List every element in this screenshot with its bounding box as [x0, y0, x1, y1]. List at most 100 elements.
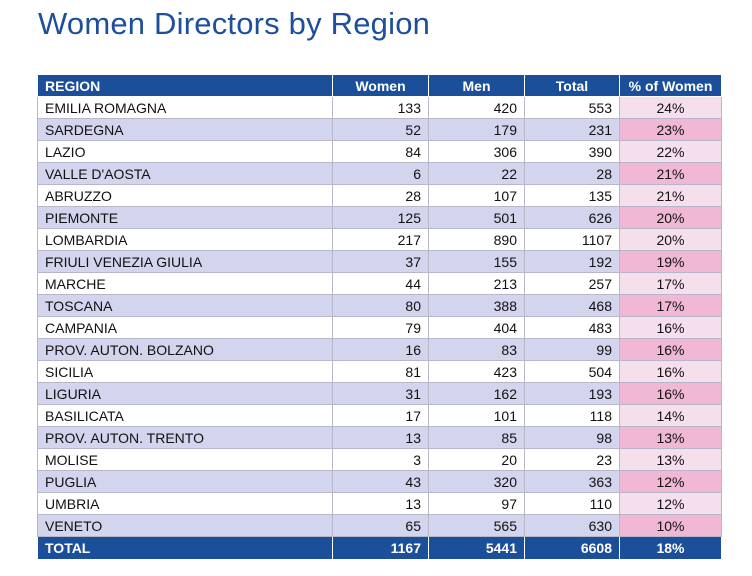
men-cell: 22 — [428, 162, 525, 185]
region-cell: PIEMONTE — [37, 206, 333, 229]
table-row: BASILICATA 17 101 118 14% — [37, 404, 722, 427]
women-cell: 133 — [332, 96, 429, 119]
women-cell: 3 — [332, 448, 429, 471]
table-row: TOSCANA 80 388 468 17% — [37, 294, 722, 317]
region-cell: MOLISE — [37, 448, 333, 471]
men-cell: 162 — [428, 382, 525, 405]
pct-women-cell: 20% — [619, 206, 722, 229]
men-cell: 213 — [428, 272, 525, 295]
pct-women-cell: 12% — [619, 492, 722, 515]
total-cell: 257 — [524, 272, 620, 295]
table-row: CAMPANIA 79 404 483 16% — [37, 316, 722, 339]
men-cell: 388 — [428, 294, 525, 317]
region-cell: VENETO — [37, 514, 333, 537]
men-cell: 320 — [428, 470, 525, 493]
table-row: SICILIA 81 423 504 16% — [37, 360, 722, 383]
total-cell: 553 — [524, 96, 620, 119]
table-row: PROV. AUTON. TRENTO 13 85 98 13% — [37, 426, 722, 449]
men-cell: 306 — [428, 140, 525, 163]
column-header-women: Women — [332, 74, 429, 97]
pct-women-cell: 10% — [619, 514, 722, 537]
table-row: VENETO 65 565 630 10% — [37, 514, 722, 537]
total-women: 1167 — [332, 536, 429, 560]
region-cell: TOSCANA — [37, 294, 333, 317]
total-men: 5441 — [428, 536, 525, 560]
column-header-pct-women: % of Women — [619, 74, 722, 97]
total-pct-women: 18% — [619, 536, 722, 560]
region-cell: LAZIO — [37, 140, 333, 163]
table-row: SARDEGNA 52 179 231 23% — [37, 118, 722, 141]
women-cell: 125 — [332, 206, 429, 229]
region-cell: EMILIA ROMAGNA — [37, 96, 333, 119]
total-cell: 135 — [524, 184, 620, 207]
total-row: TOTAL 1167 5441 6608 18% — [37, 536, 722, 560]
women-cell: 43 — [332, 470, 429, 493]
table-row: FRIULI VENEZIA GIULIA 37 155 192 19% — [37, 250, 722, 273]
total-cell: 28 — [524, 162, 620, 185]
total-cell: 99 — [524, 338, 620, 361]
region-cell: MARCHE — [37, 272, 333, 295]
total-cell: 23 — [524, 448, 620, 471]
women-cell: 16 — [332, 338, 429, 361]
pct-women-cell: 17% — [619, 272, 722, 295]
pct-women-cell: 13% — [619, 448, 722, 471]
women-cell: 65 — [332, 514, 429, 537]
men-cell: 83 — [428, 338, 525, 361]
table-row: EMILIA ROMAGNA 133 420 553 24% — [37, 96, 722, 119]
column-header-total: Total — [524, 74, 620, 97]
column-header-region: REGION — [37, 74, 333, 97]
total-cell: 110 — [524, 492, 620, 515]
total-all: 6608 — [524, 536, 620, 560]
women-cell: 28 — [332, 184, 429, 207]
page-title: Women Directors by Region — [38, 6, 431, 41]
men-cell: 107 — [428, 184, 525, 207]
total-cell: 231 — [524, 118, 620, 141]
men-cell: 423 — [428, 360, 525, 383]
table-row: PROV. AUTON. BOLZANO 16 83 99 16% — [37, 338, 722, 361]
women-cell: 6 — [332, 162, 429, 185]
table-row: PUGLIA 43 320 363 12% — [37, 470, 722, 493]
total-cell: 363 — [524, 470, 620, 493]
women-cell: 80 — [332, 294, 429, 317]
women-cell: 79 — [332, 316, 429, 339]
region-cell: PROV. AUTON. TRENTO — [37, 426, 333, 449]
pct-women-cell: 12% — [619, 470, 722, 493]
men-cell: 420 — [428, 96, 525, 119]
total-cell: 98 — [524, 426, 620, 449]
region-cell: ABRUZZO — [37, 184, 333, 207]
pct-women-cell: 16% — [619, 382, 722, 405]
region-cell: LOMBARDIA — [37, 228, 333, 251]
region-cell: FRIULI VENEZIA GIULIA — [37, 250, 333, 273]
total-cell: 483 — [524, 316, 620, 339]
region-cell: SICILIA — [37, 360, 333, 383]
table-row: VALLE D'AOSTA 6 22 28 21% — [37, 162, 722, 185]
total-cell: 118 — [524, 404, 620, 427]
men-cell: 20 — [428, 448, 525, 471]
men-cell: 404 — [428, 316, 525, 339]
women-cell: 84 — [332, 140, 429, 163]
table-body: EMILIA ROMAGNA 133 420 553 24% SARDEGNA 52 179 2… — [37, 96, 722, 537]
women-cell: 13 — [332, 426, 429, 449]
men-cell: 85 — [428, 426, 525, 449]
men-cell: 890 — [428, 228, 525, 251]
region-cell: PUGLIA — [37, 470, 333, 493]
total-cell: 1107 — [524, 228, 620, 251]
pct-women-cell: 16% — [619, 338, 722, 361]
pct-women-cell: 13% — [619, 426, 722, 449]
pct-women-cell: 16% — [619, 316, 722, 339]
pct-women-cell: 17% — [619, 294, 722, 317]
table-row: MOLISE 3 20 23 13% — [37, 448, 722, 471]
region-cell: SARDEGNA — [37, 118, 333, 141]
region-cell: CAMPANIA — [37, 316, 333, 339]
pct-women-cell: 23% — [619, 118, 722, 141]
pct-women-cell: 16% — [619, 360, 722, 383]
total-cell: 630 — [524, 514, 620, 537]
men-cell: 501 — [428, 206, 525, 229]
men-cell: 97 — [428, 492, 525, 515]
region-cell: PROV. AUTON. BOLZANO — [37, 338, 333, 361]
pct-women-cell: 24% — [619, 96, 722, 119]
total-cell: 390 — [524, 140, 620, 163]
table-row: UMBRIA 13 97 110 12% — [37, 492, 722, 515]
total-cell: 626 — [524, 206, 620, 229]
table-row: MARCHE 44 213 257 17% — [37, 272, 722, 295]
